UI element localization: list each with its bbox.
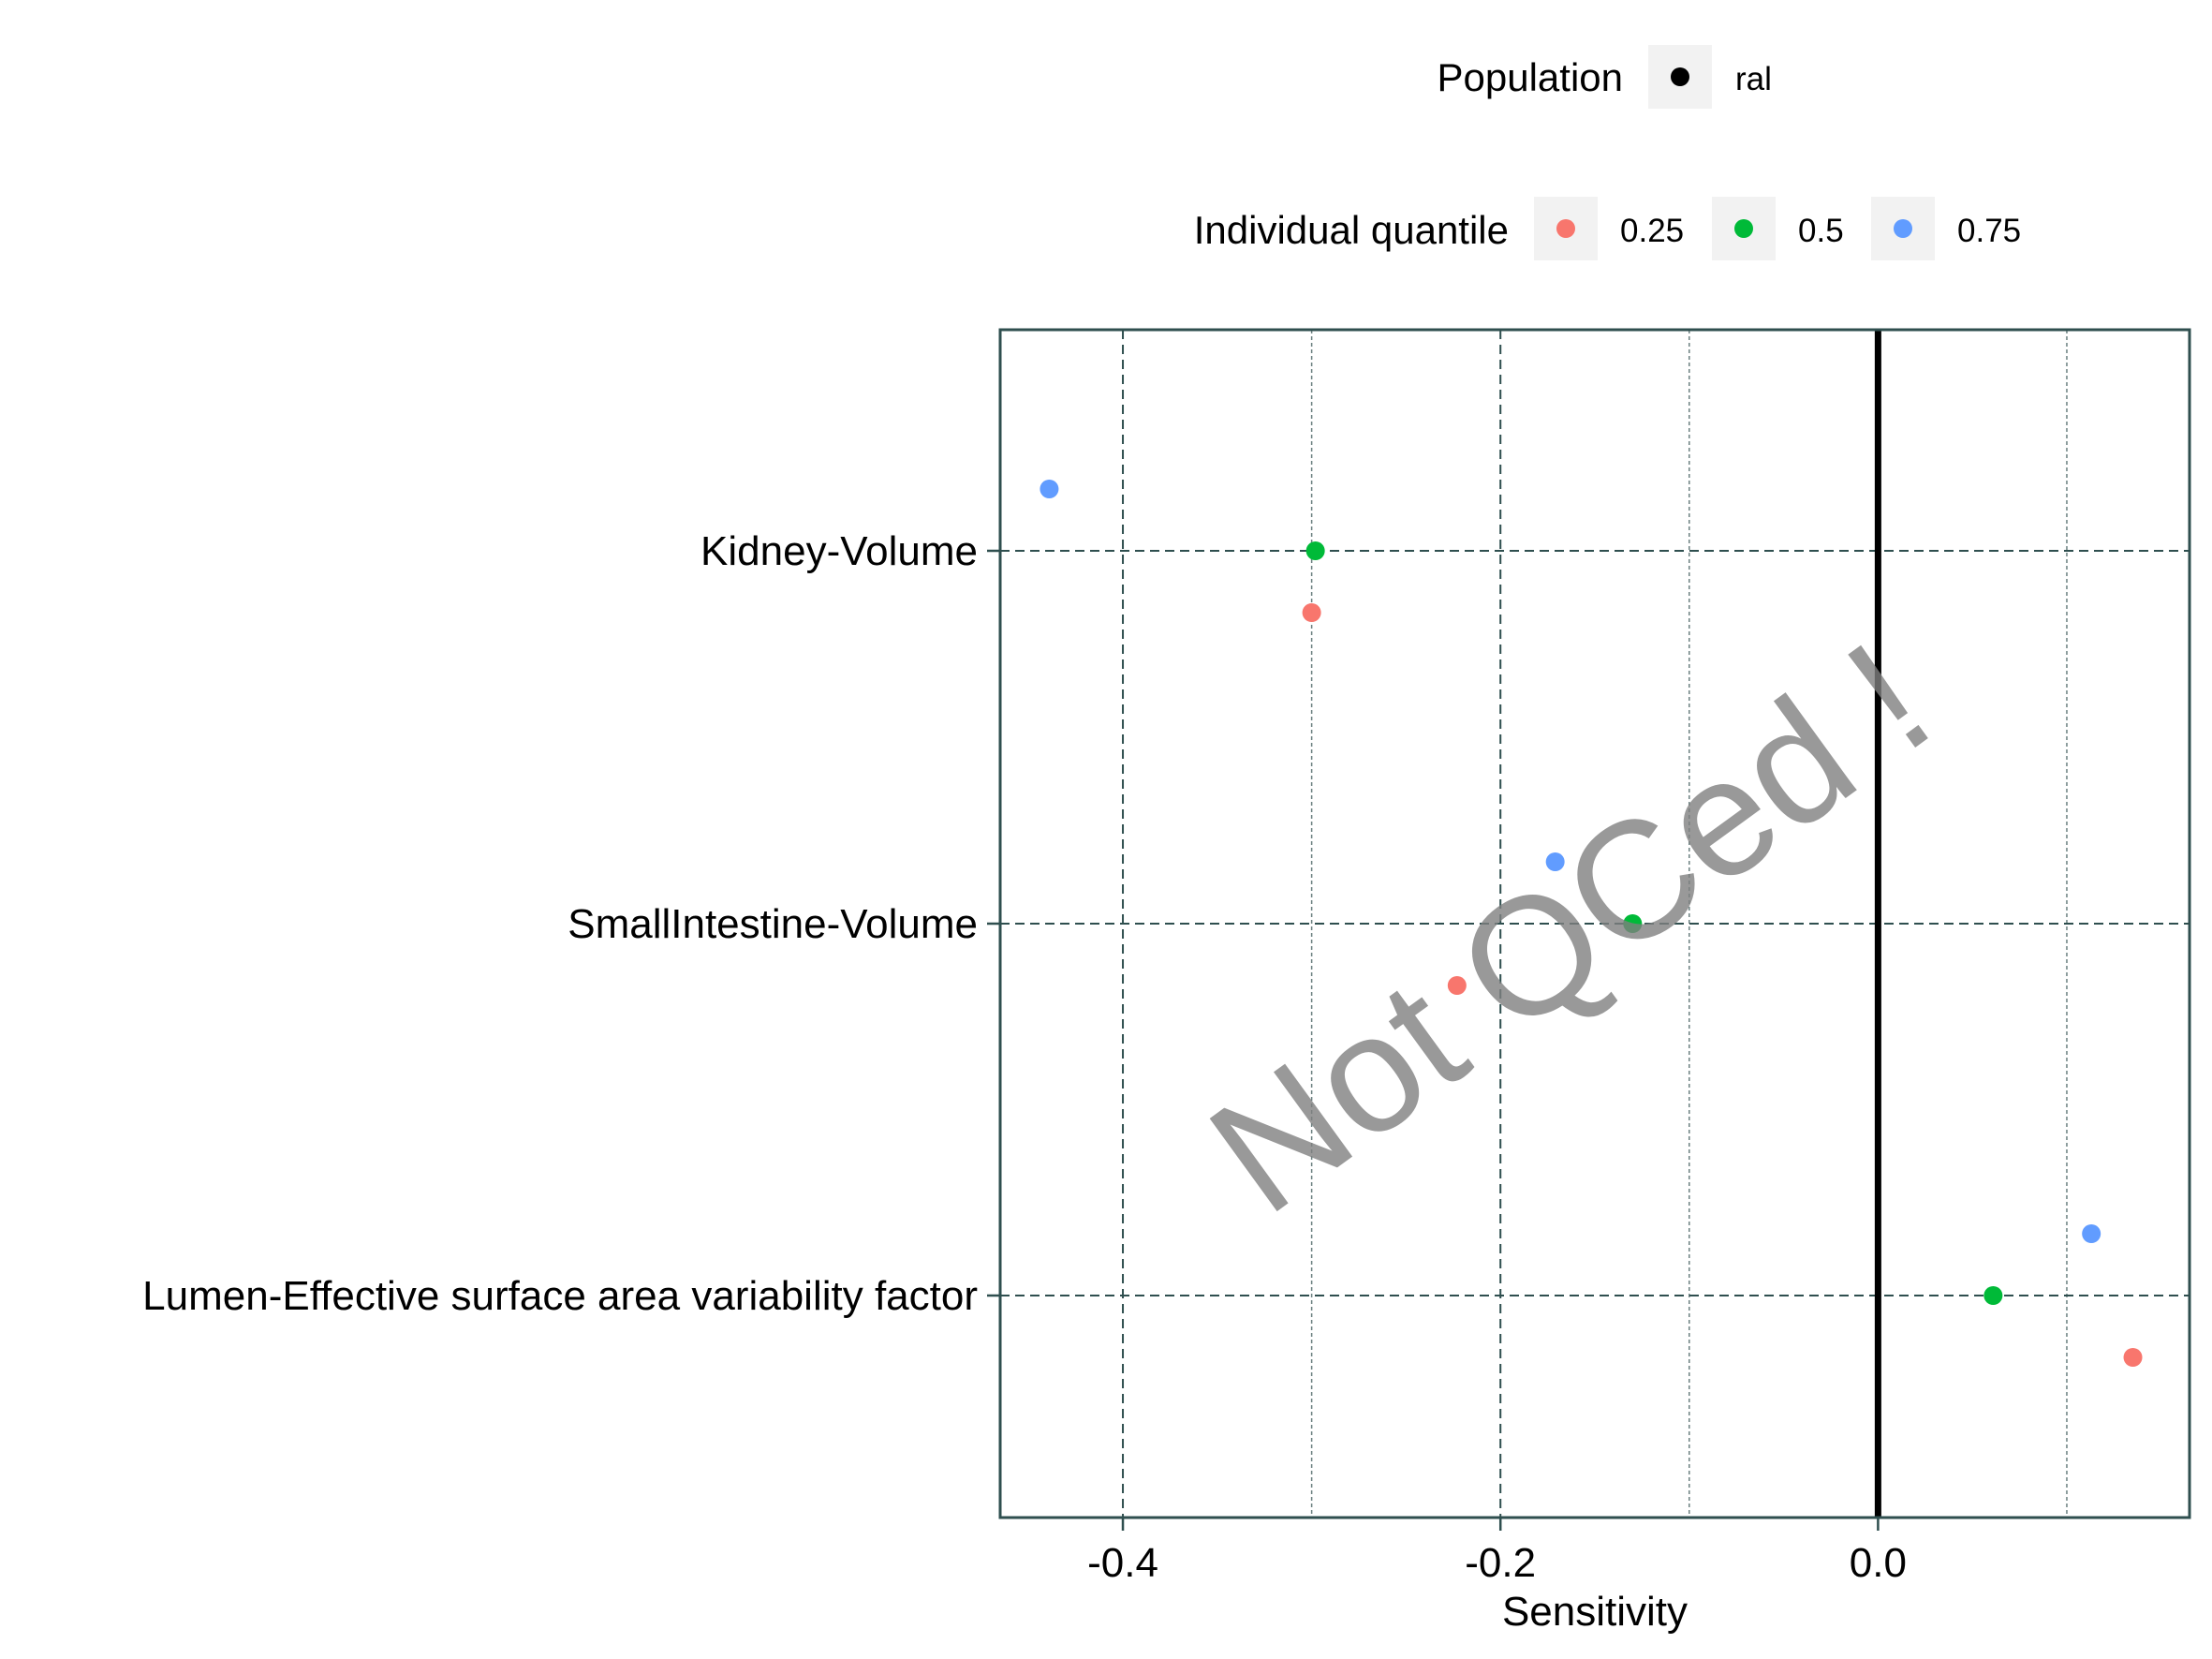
- y-tick-label: Kidney-Volume: [700, 528, 978, 574]
- data-point: [1305, 541, 1325, 560]
- legend-quantile-dot: [1894, 219, 1912, 238]
- legend-quantile-dot: [1556, 219, 1575, 238]
- data-point: [1545, 852, 1565, 871]
- data-point: [1983, 1286, 2003, 1305]
- points-layer: [1040, 480, 2143, 1367]
- legend-population-label: ral: [1735, 61, 1772, 97]
- data-point: [1447, 976, 1467, 995]
- y-tick-label: Lumen-Effective surface area variability…: [142, 1273, 978, 1319]
- legend: Population Individual quantile ral 0.25 0.…: [1194, 45, 2021, 260]
- data-point: [1040, 480, 1059, 498]
- x-tick-label: 0.0: [1850, 1540, 1907, 1586]
- legend-population-dot: [1671, 67, 1689, 86]
- legend-quantile-title: Individual quantile: [1194, 208, 1509, 252]
- watermark: Not QCed !: [1177, 607, 1961, 1248]
- data-point: [1623, 914, 1643, 933]
- x-axis-title: Sensitivity: [1502, 1589, 1688, 1635]
- x-tick-label: -0.4: [1087, 1540, 1158, 1586]
- legend-population-title: Population: [1438, 55, 1624, 99]
- legend-quantile-label: 0.5: [1798, 213, 1844, 249]
- legend-quantile-dot: [1734, 219, 1753, 238]
- x-tick-label: -0.2: [1465, 1540, 1536, 1586]
- data-point: [2082, 1224, 2101, 1243]
- legend-quantile-label: 0.25: [1620, 213, 1684, 249]
- y-tick-label: SmallIntestine-Volume: [568, 901, 978, 947]
- data-point: [1302, 603, 1321, 622]
- legend-quantile-label: 0.75: [1957, 213, 2021, 249]
- data-point: [2123, 1348, 2143, 1367]
- grid-layer: [1000, 330, 2190, 1518]
- axis-layer: -0.4 -0.2 0.0 Kidney-Volume SmallIntestine-V…: [142, 528, 1907, 1586]
